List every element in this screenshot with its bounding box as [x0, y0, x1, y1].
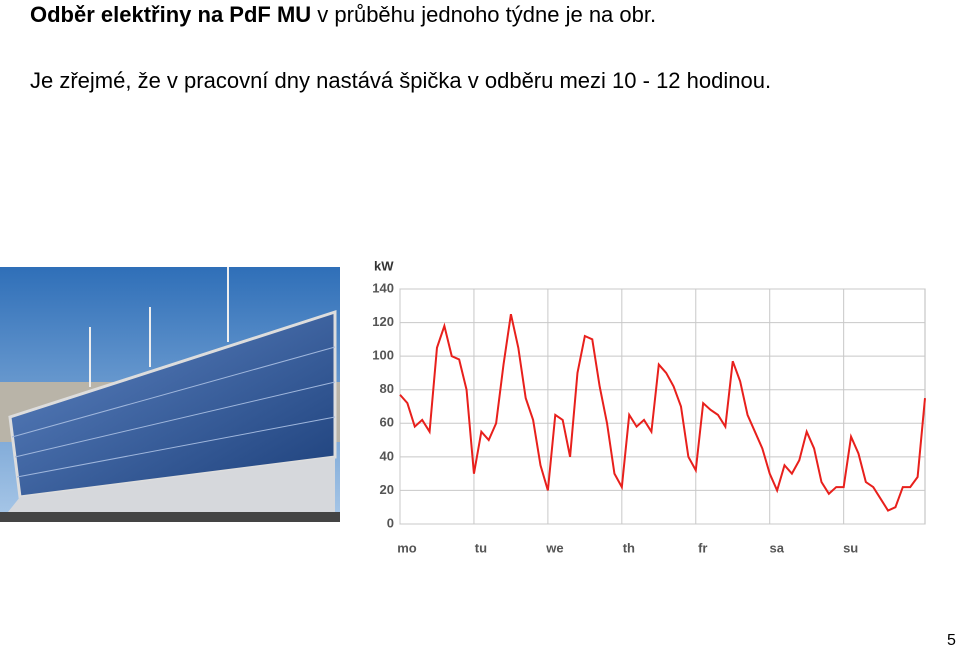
page-number: 5	[947, 632, 956, 649]
y-axis-label: kW	[374, 258, 394, 273]
x-tick-label: tu	[475, 540, 487, 555]
y-tick-label: 40	[380, 448, 394, 463]
data-line	[399, 313, 926, 512]
x-tick-label: su	[843, 540, 858, 555]
x-tick-label: fr	[698, 540, 707, 555]
plot-area	[399, 288, 926, 525]
chart: kW 0 20 40 60 80 100 120 140 mo tu we th fr sa su	[372, 258, 926, 555]
title-rest: v průběhu jednoho týdne je na obr.	[311, 2, 657, 27]
body-text: Je zřejmé, že v pracovní dny nastává špi…	[30, 68, 772, 93]
x-tick-label: mo	[397, 540, 417, 555]
x-tick-label: th	[623, 540, 635, 555]
title: Odběr elektřiny na PdF MU v průběhu jedn…	[30, 2, 656, 28]
y-tick-label: 80	[380, 381, 394, 396]
y-tick-label: 0	[387, 515, 394, 530]
y-tick-label: 60	[380, 415, 394, 430]
x-tick-label: sa	[769, 540, 784, 555]
x-tick-label: we	[545, 540, 563, 555]
y-tick-label: 100	[372, 348, 394, 363]
y-tick-label: 20	[380, 482, 394, 497]
solar-photo	[0, 267, 340, 522]
title-bold: Odběr elektřiny na PdF MU	[30, 2, 312, 27]
y-tick-label: 120	[372, 314, 394, 329]
y-tick-label: 140	[372, 280, 394, 295]
